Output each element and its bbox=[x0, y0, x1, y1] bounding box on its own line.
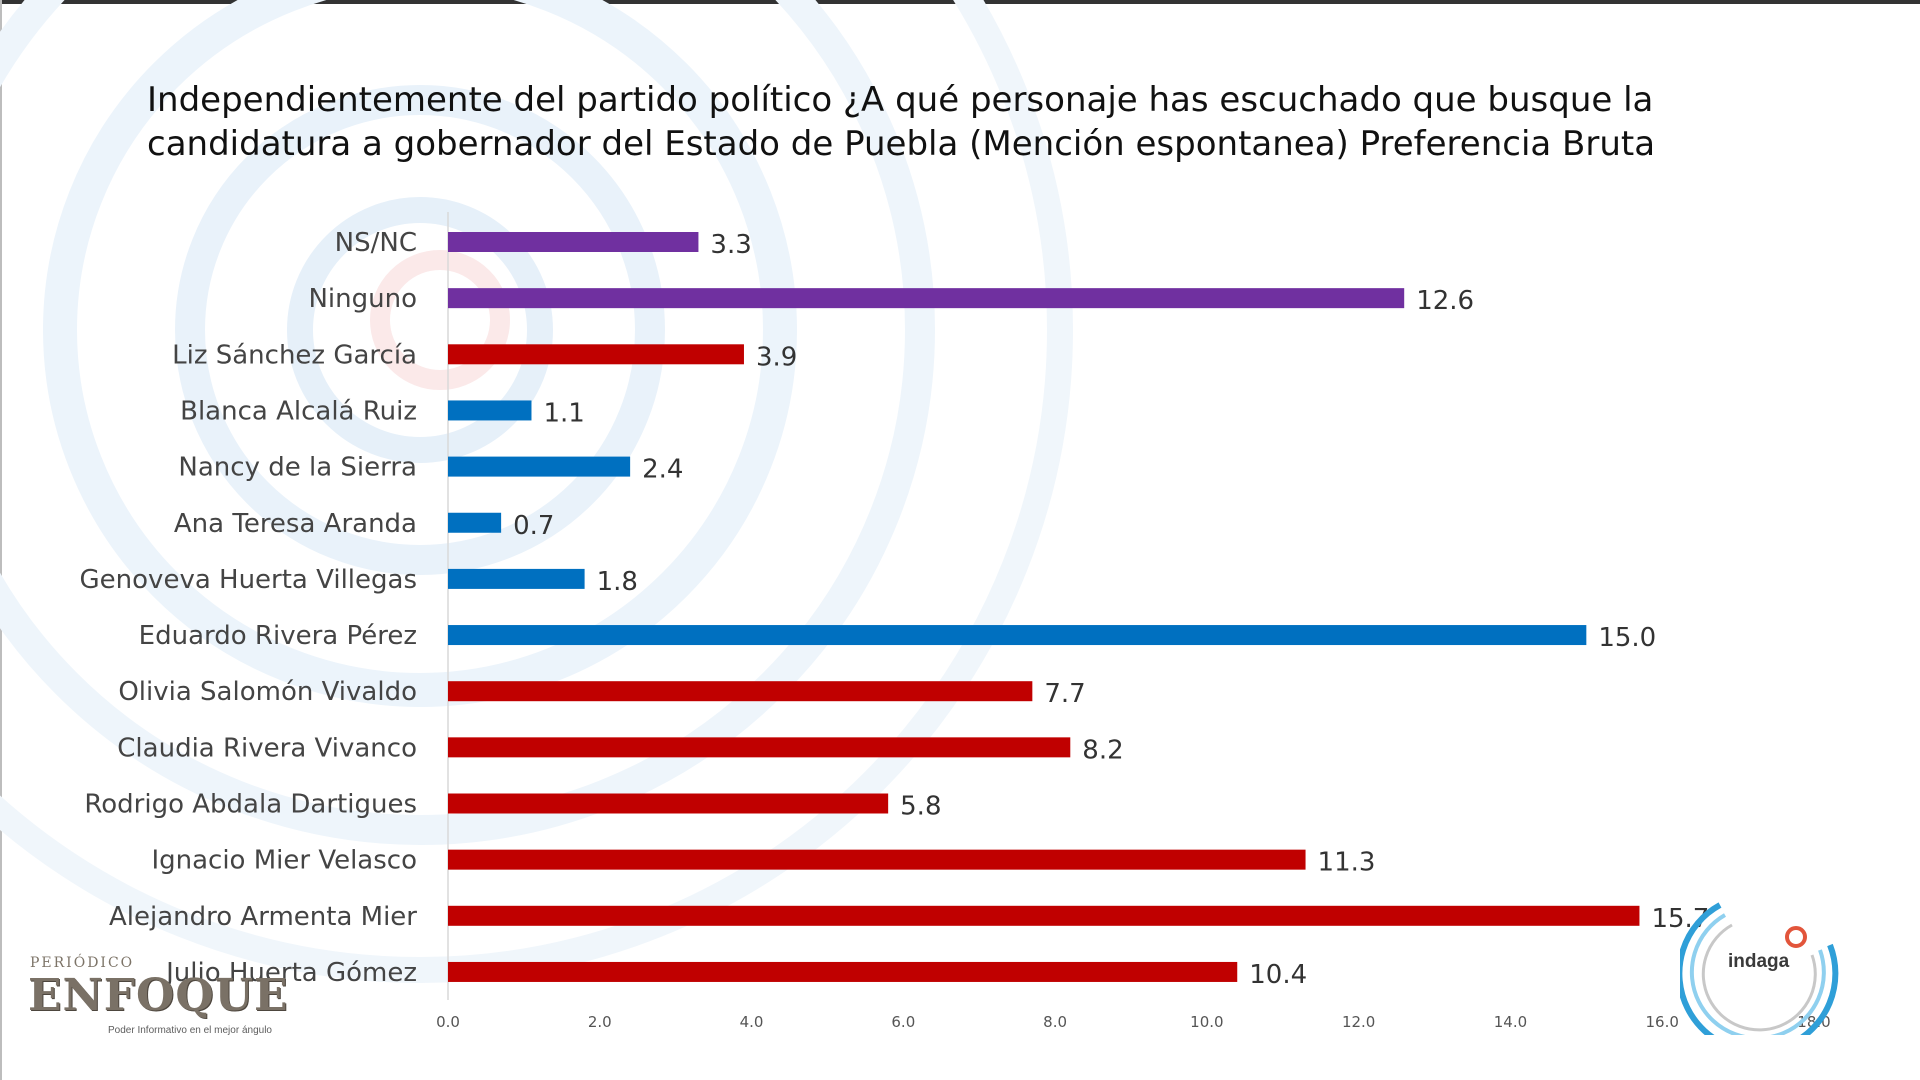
enfoque-logo-tagline: Poder Informativo en el mejor ángulo bbox=[108, 1025, 272, 1036]
category-label: Blanca Alcalá Ruiz bbox=[180, 396, 417, 426]
bar bbox=[448, 905, 1640, 926]
x-tick-label: 12.0 bbox=[1342, 1013, 1375, 1031]
category-label: Nancy de la Sierra bbox=[178, 453, 417, 483]
category-label: Claudia Rivera Vivanco bbox=[117, 733, 417, 763]
x-tick-label: 2.0 bbox=[588, 1013, 612, 1031]
bar bbox=[448, 681, 1033, 702]
bar bbox=[448, 737, 1071, 758]
chart-title: Independientemente del partido político … bbox=[147, 80, 1656, 164]
enfoque-logo: ENFOQUE bbox=[28, 970, 289, 1021]
x-tick-label: 8.0 bbox=[1043, 1013, 1067, 1031]
value-label: 7.7 bbox=[1044, 679, 1085, 709]
value-labels: 3.3 12.6 3.9 1.1 2.4 0.7 1.8 15.0 7.7 8.2 5.8 11.3 1… bbox=[513, 230, 1709, 990]
x-tick-label: 4.0 bbox=[740, 1013, 764, 1031]
category-label: Rodrigo Abdala Dartigues bbox=[84, 790, 417, 820]
bar bbox=[448, 456, 631, 477]
x-tick-label: 6.0 bbox=[891, 1013, 915, 1031]
bars-group bbox=[448, 232, 1640, 982]
value-label: 3.9 bbox=[756, 342, 797, 372]
x-tick-label: 10.0 bbox=[1190, 1013, 1223, 1031]
category-label: Ana Teresa Aranda bbox=[174, 509, 417, 539]
value-label: 5.8 bbox=[900, 792, 941, 822]
value-label: 0.7 bbox=[513, 511, 554, 541]
category-label: Eduardo Rivera Pérez bbox=[139, 621, 417, 651]
left-border bbox=[0, 0, 2, 1080]
value-label: 11.3 bbox=[1318, 848, 1376, 878]
bar bbox=[448, 849, 1306, 870]
value-label: 2.4 bbox=[642, 455, 683, 485]
x-tick-label: 14.0 bbox=[1494, 1013, 1527, 1031]
value-label: 1.8 bbox=[597, 567, 638, 597]
bar bbox=[448, 568, 585, 589]
bar bbox=[448, 961, 1238, 982]
bar bbox=[448, 793, 889, 814]
category-label: Genoveva Huerta Villegas bbox=[80, 565, 417, 595]
category-labels: NS/NC Ninguno Liz Sánchez García Blanca Alc… bbox=[80, 228, 418, 988]
category-label: Alejandro Armenta Mier bbox=[109, 902, 417, 932]
indaga-logo-rings bbox=[1680, 902, 1839, 1035]
value-label: 10.4 bbox=[1249, 960, 1307, 990]
category-label: NS/NC bbox=[335, 228, 417, 258]
category-label: Julio Huerta Gómez bbox=[164, 958, 417, 988]
bar bbox=[448, 344, 744, 365]
x-tick-label: 0.0 bbox=[436, 1013, 460, 1031]
value-label: 12.6 bbox=[1416, 286, 1474, 316]
bar bbox=[448, 288, 1405, 309]
bar bbox=[448, 232, 699, 252]
bar bbox=[448, 625, 1587, 646]
bar bbox=[448, 512, 502, 533]
bar bbox=[448, 400, 532, 421]
value-label: 1.1 bbox=[543, 398, 584, 428]
category-label: Ignacio Mier Velasco bbox=[151, 846, 417, 876]
category-label: Liz Sánchez García bbox=[172, 340, 417, 370]
value-label: 8.2 bbox=[1082, 735, 1123, 765]
tick-labels: 0.0 2.0 4.0 6.0 8.0 10.0 12.0 14.0 16.0 18.0 bbox=[436, 1013, 1831, 1031]
category-label: Olivia Salomón Vivaldo bbox=[118, 677, 417, 707]
value-label: 15.0 bbox=[1598, 623, 1656, 653]
category-label: Ninguno bbox=[308, 284, 417, 314]
enfoque-logo-small-text: PERIÓDICO bbox=[30, 955, 135, 971]
value-label: 3.3 bbox=[710, 230, 751, 260]
indaga-logo-text: indaga bbox=[1728, 951, 1790, 972]
x-tick-label: 16.0 bbox=[1646, 1013, 1679, 1031]
